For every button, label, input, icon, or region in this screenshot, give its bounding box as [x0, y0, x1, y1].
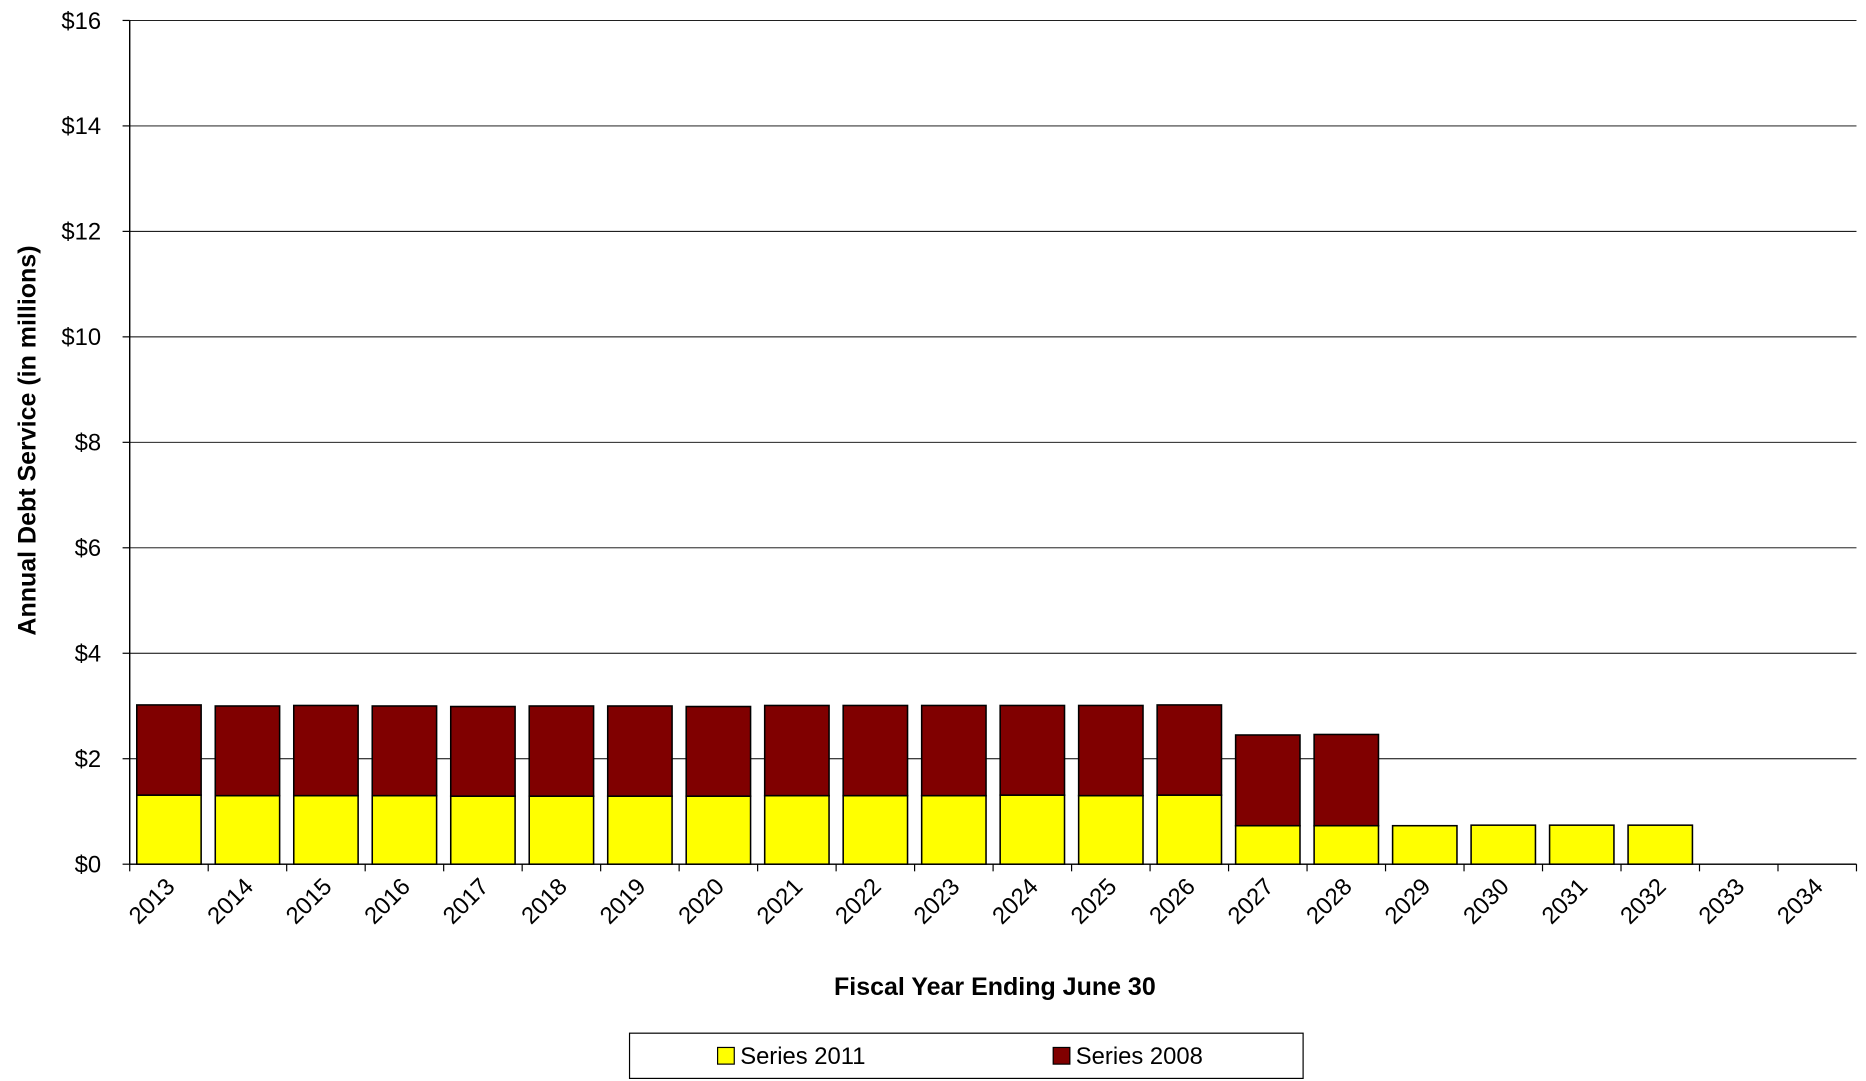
x-tick-label: 2030	[1458, 873, 1515, 930]
y-tick-label: $12	[61, 219, 101, 246]
bar-segment	[1156, 704, 1223, 796]
bar-segment	[685, 705, 752, 797]
bar-segment	[292, 704, 359, 797]
bar-segment	[1627, 824, 1694, 865]
x-tick-label: 2026	[1144, 873, 1201, 930]
x-tick-label: 2032	[1615, 873, 1672, 930]
bar-segment	[1234, 824, 1301, 865]
bar-segment	[292, 794, 359, 865]
bar-segment	[842, 794, 909, 865]
bar-segment	[449, 795, 516, 865]
bar-segment	[999, 794, 1066, 865]
bar-segment	[1313, 824, 1380, 865]
y-tick-label: $16	[61, 8, 101, 35]
y-tick-label: $2	[75, 746, 101, 773]
bar-segment	[920, 794, 987, 865]
bar-segment	[1391, 824, 1458, 865]
x-tick-label: 2016	[359, 873, 416, 930]
x-tick-label: 2019	[595, 873, 652, 930]
bar-segment	[999, 704, 1066, 796]
bar-segment	[606, 705, 673, 797]
x-tick-label: 2027	[1223, 873, 1280, 930]
y-tick-label: $0	[75, 852, 101, 879]
bar-segment	[1234, 734, 1301, 827]
legend-swatch	[1052, 1046, 1071, 1065]
y-tick-label: $6	[75, 535, 101, 562]
bar-segment	[371, 705, 438, 797]
x-tick-label: 2020	[673, 873, 730, 930]
x-tick-label: 2014	[202, 873, 259, 930]
bar-segment	[528, 795, 595, 865]
x-tick-label: 2031	[1537, 873, 1594, 930]
bar-segment	[763, 794, 830, 865]
x-tick-label: 2023	[909, 873, 966, 930]
x-tick-label: 2017	[438, 873, 495, 930]
bar-segment	[1548, 824, 1615, 865]
bar-segment	[214, 794, 281, 865]
x-tick-label: 2024	[987, 873, 1044, 930]
bar-segment	[1077, 794, 1144, 865]
bar-segment	[136, 794, 202, 865]
y-tick-label: $14	[61, 113, 101, 140]
x-tick-label: 2033	[1694, 873, 1751, 930]
bar-segment	[842, 704, 909, 797]
bar-segment	[371, 794, 438, 865]
x-tick-label: 2034	[1772, 873, 1829, 930]
x-tick-label: 2015	[281, 873, 338, 930]
bar-segment	[1313, 733, 1380, 827]
bar-segment	[1156, 794, 1223, 865]
x-tick-label: 2028	[1301, 873, 1358, 930]
bar-segment	[136, 704, 202, 796]
y-tick-label: $8	[75, 430, 101, 457]
bar-segment	[606, 795, 673, 865]
x-tick-label: 2029	[1380, 873, 1437, 930]
x-tick-label: 2018	[516, 873, 573, 930]
x-tick-label: 2013	[124, 873, 181, 930]
y-axis-title: Annual Debt Service (in millions)	[14, 245, 42, 635]
y-tick-label: $4	[75, 641, 101, 668]
bar-segment	[920, 704, 987, 797]
legend-label: Series 2008	[1076, 1043, 1203, 1070]
y-tick-label: $10	[61, 324, 101, 351]
bar-segment	[1077, 704, 1144, 797]
bar-segment	[1470, 824, 1537, 865]
legend-label: Series 2011	[740, 1043, 865, 1070]
x-tick-label: 2022	[830, 873, 887, 930]
bar-segment	[528, 705, 595, 797]
bar-segment	[214, 705, 281, 797]
bar-segment	[763, 704, 830, 797]
x-axis-title: Fiscal Year Ending June 30	[834, 973, 1156, 1001]
bar-segment	[685, 795, 752, 865]
x-tick-label: 2025	[1066, 873, 1123, 930]
bar-segment	[449, 705, 516, 797]
legend-box	[628, 1032, 1304, 1079]
legend-swatch	[717, 1046, 735, 1065]
x-tick-label: 2021	[752, 873, 809, 930]
